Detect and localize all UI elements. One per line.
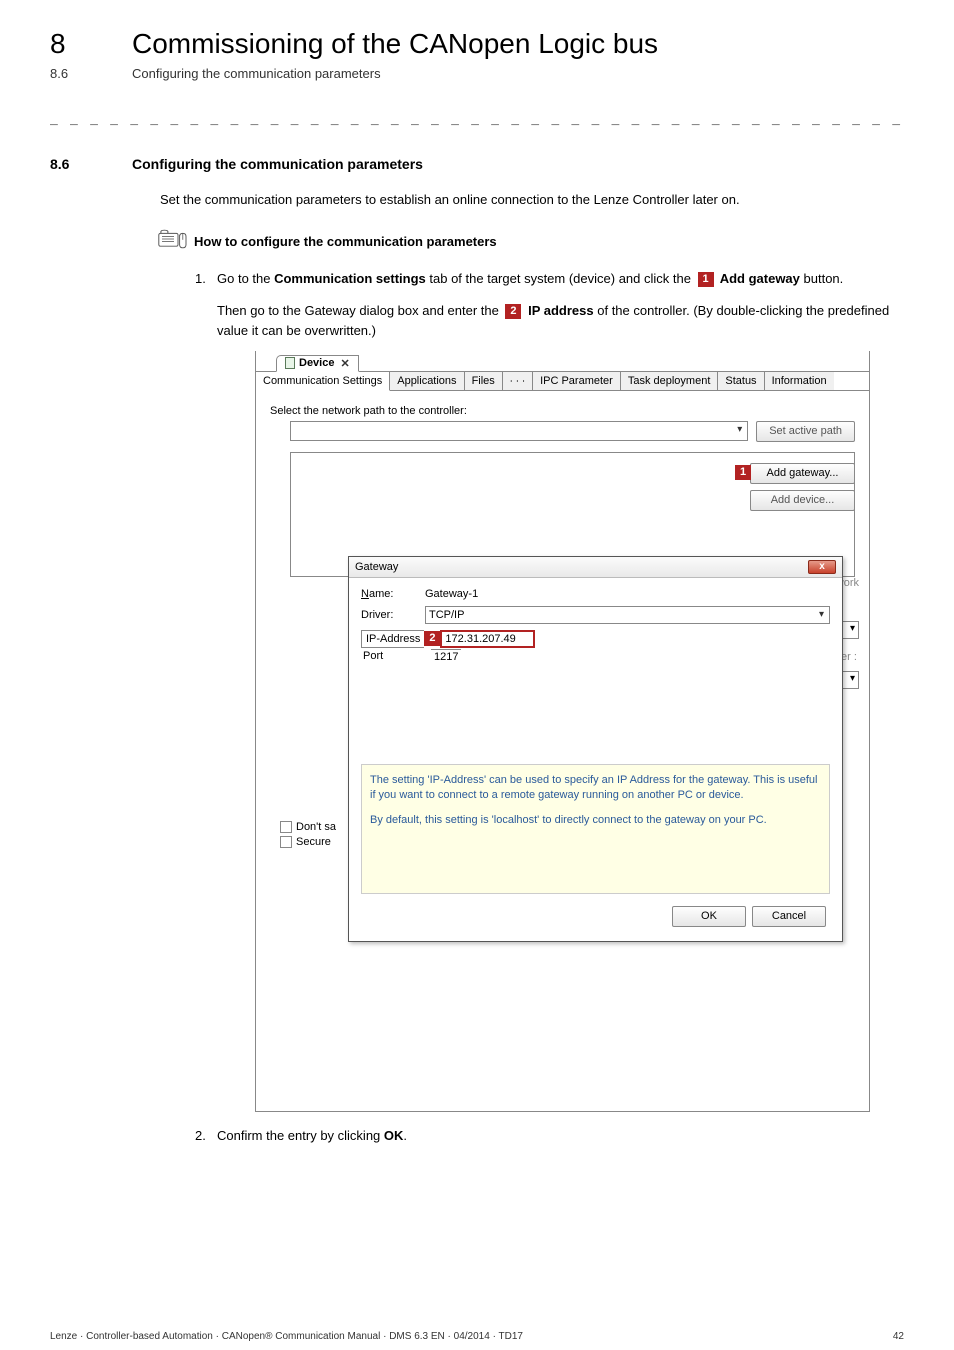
footer-page-number: 42 (893, 1331, 904, 1342)
ip-address-input[interactable]: 172.31.207.49 (440, 630, 535, 648)
step-1-mid: tab of the target system (device) and cl… (426, 271, 695, 286)
step-1c-bold: IP address (524, 303, 593, 318)
callout-badge-2: 2 (505, 304, 521, 319)
document-icon (285, 357, 295, 369)
chapter-header: 8 Commissioning of the CANopen Logic bus (50, 28, 904, 60)
select-path-label: Select the network path to the controlle… (270, 405, 855, 417)
step-1c-prefix: Then go to the Gateway dialog box and en… (217, 303, 502, 318)
chapter-number: 8 (50, 28, 132, 60)
subheader-title: Configuring the communication parameters (132, 66, 381, 81)
checkbox-area: Don't sa Secure (280, 821, 336, 851)
procedure-icon (158, 228, 194, 255)
ip-row: IP-Address 2 172.31.207.49 (361, 630, 830, 648)
device-tab-row: Device ✕ (256, 351, 869, 371)
gateway-dialog: Gateway x Name: Gateway-1 Driver: TCP/IP… (348, 556, 843, 942)
intro-text: Set the communication parameters to esta… (160, 190, 900, 210)
step-2-num: 2. (195, 1126, 217, 1146)
driver-row: Driver: TCP/IP (361, 606, 830, 624)
right-buttons: 1 Add gateway... Add device... (750, 463, 855, 511)
footer-left: Lenze · Controller-based Automation · CA… (50, 1331, 523, 1342)
section-number: 8.6 (50, 156, 132, 172)
add-gateway-wrap: 1 Add gateway... (750, 463, 855, 484)
howto-row: How to configure the communication param… (158, 228, 904, 255)
port-label: Port (361, 650, 431, 662)
step-1: 1. Go to the Communication settings tab … (195, 269, 904, 289)
hint-text-2: By default, this setting is 'localhost' … (370, 813, 821, 828)
step-2-prefix: Confirm the entry by clicking (217, 1128, 384, 1143)
set-active-path-button[interactable]: Set active path (756, 421, 855, 442)
step-2-suffix: . (403, 1128, 407, 1143)
page-footer: Lenze · Controller-based Automation · CA… (50, 1331, 904, 1342)
cutoff-label-er: er : (841, 651, 859, 663)
subheader-num: 8.6 (50, 66, 132, 81)
close-icon[interactable]: ✕ (340, 357, 349, 370)
screenshot-panel: Device ✕ Communication Settings Applicat… (255, 351, 870, 1112)
driver-label: Driver: (361, 609, 425, 621)
name-label: Name: (361, 588, 425, 600)
section-header: 8.6 Configuring the communication parame… (50, 156, 904, 172)
tab-more[interactable]: ∙ ∙ ∙ (503, 372, 533, 390)
step-2-body: Confirm the entry by clicking OK. (217, 1126, 904, 1146)
divider-dashes: _ _ _ _ _ _ _ _ _ _ _ _ _ _ _ _ _ _ _ _ … (50, 111, 904, 126)
cutoff-combo-2[interactable] (841, 671, 859, 689)
check-dont-save[interactable]: Don't sa (280, 821, 336, 833)
subheader-row: 8.6 Configuring the communication parame… (50, 66, 904, 81)
ip-value: 172.31.207.49 (445, 633, 515, 645)
gateway-title-label: Gateway (355, 561, 398, 573)
step-1-suffix: button. (800, 271, 843, 286)
tab-status[interactable]: Status (718, 372, 764, 390)
gateway-body: Name: Gateway-1 Driver: TCP/IP IP-Addres… (349, 578, 842, 941)
section-title: Configuring the communication parameters (132, 156, 423, 172)
step-1-num: 1. (195, 269, 217, 289)
dialog-close-button[interactable]: x (808, 560, 836, 574)
add-device-button[interactable]: Add device... (750, 490, 855, 511)
step-1-bold1: Communication settings (274, 271, 426, 286)
driver-value: TCP/IP (429, 609, 464, 621)
add-gateway-button[interactable]: Add gateway... (750, 463, 855, 484)
checkbox-icon (280, 836, 292, 848)
step-1-continue: Then go to the Gateway dialog box and en… (217, 301, 904, 341)
step-2: 2. Confirm the entry by clicking OK. (195, 1126, 904, 1146)
tab-body: Select the network path to the controlle… (256, 391, 869, 1111)
dialog-buttons: OK Cancel (361, 906, 830, 935)
check-label-1: Don't sa (296, 821, 336, 833)
port-row: Port 1217 (361, 649, 830, 664)
tab-information[interactable]: Information (765, 372, 834, 390)
cutoff-combo-1[interactable] (841, 621, 859, 639)
device-tab-label: Device (299, 357, 334, 369)
path-combo[interactable] (290, 421, 748, 441)
top-row: Set active path (290, 421, 855, 442)
check-secure[interactable]: Secure (280, 836, 336, 848)
hint-box: The setting 'IP-Address' can be used to … (361, 764, 830, 894)
name-row: Name: Gateway-1 (361, 588, 830, 600)
step-1-prefix: Go to the (217, 271, 274, 286)
port-value: 1217 (431, 649, 461, 664)
howto-title: How to configure the communication param… (194, 234, 497, 249)
tab-applications[interactable]: Applications (390, 372, 464, 390)
checkbox-icon (280, 821, 292, 833)
callout-marker-2: 2 (424, 631, 440, 646)
tab-files[interactable]: Files (465, 372, 503, 390)
name-value: Gateway-1 (425, 588, 830, 600)
step-1-bold2: Add gateway (717, 271, 800, 286)
cancel-button[interactable]: Cancel (752, 906, 826, 927)
gateway-titlebar: Gateway x (349, 557, 842, 578)
callout-badge-1: 1 (698, 272, 714, 287)
step-2-bold: OK (384, 1128, 404, 1143)
tab-task-deployment[interactable]: Task deployment (621, 372, 719, 390)
callout-marker-1: 1 (735, 465, 751, 480)
tab-ipc-parameter[interactable]: IPC Parameter (533, 372, 621, 390)
step-1-body: Go to the Communication settings tab of … (217, 269, 904, 289)
device-tab[interactable]: Device ✕ (276, 355, 359, 372)
check-label-2: Secure (296, 836, 331, 848)
ok-button[interactable]: OK (672, 906, 746, 927)
driver-combo[interactable]: TCP/IP (425, 606, 830, 624)
hint-text-1: The setting 'IP-Address' can be used to … (370, 773, 821, 803)
tab-communication-settings[interactable]: Communication Settings (256, 372, 390, 391)
tabs-row: Communication Settings Applications File… (256, 371, 869, 391)
ip-label: IP-Address (361, 630, 424, 648)
chapter-title: Commissioning of the CANopen Logic bus (132, 28, 658, 60)
